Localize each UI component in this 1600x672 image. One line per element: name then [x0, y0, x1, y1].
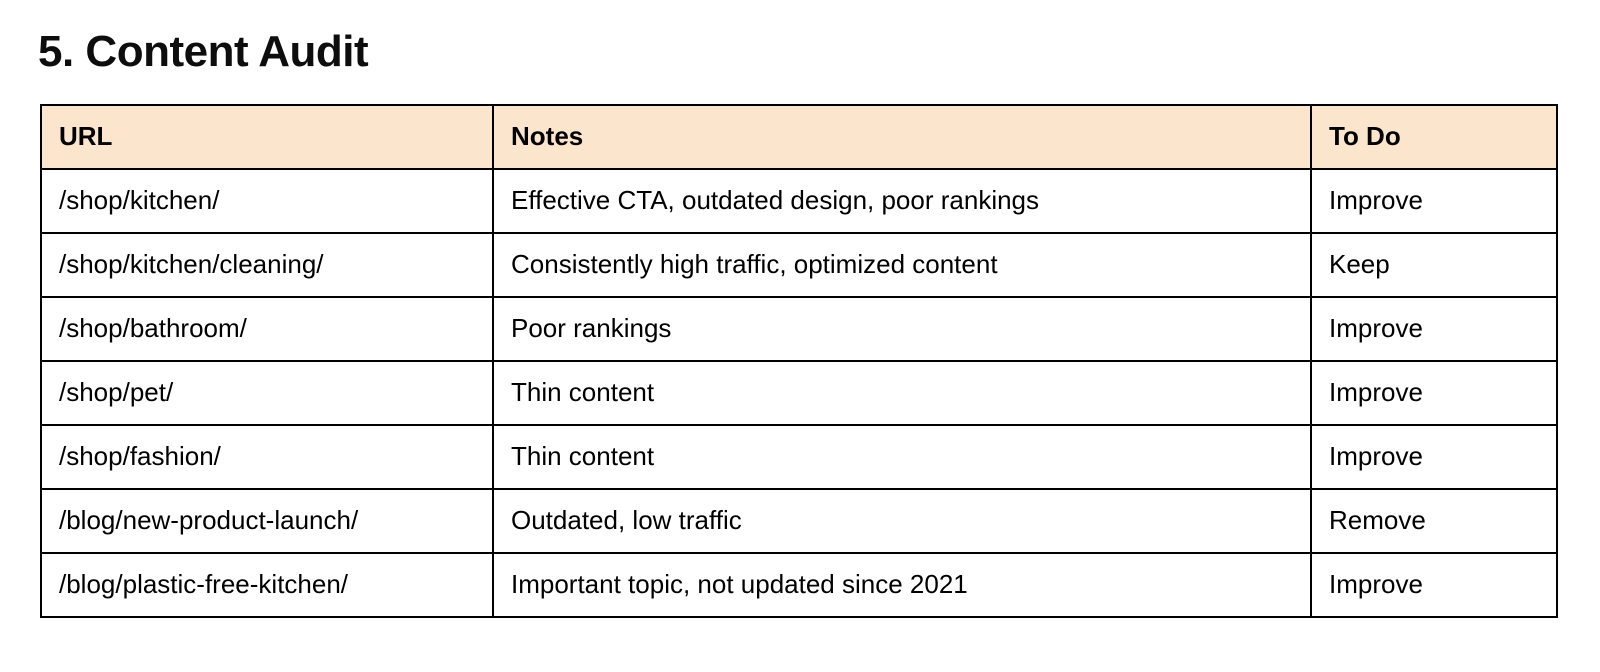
notes-cell: Outdated, low traffic: [492, 488, 1312, 554]
notes-cell: Thin content: [492, 360, 1312, 426]
url-cell: /shop/kitchen/: [40, 168, 494, 234]
url-cell: /shop/bathroom/: [40, 296, 494, 362]
todo-cell: Improve: [1310, 296, 1558, 362]
table-row: /shop/kitchen/ Effective CTA, outdated d…: [40, 168, 1558, 234]
table-header-row: URL Notes To Do: [40, 104, 1558, 170]
content-audit-table: URL Notes To Do /shop/kitchen/ Effective…: [40, 104, 1558, 618]
url-cell: /shop/fashion/: [40, 424, 494, 490]
url-cell: /blog/new-product-launch/: [40, 488, 494, 554]
url-cell: /shop/kitchen/cleaning/: [40, 232, 494, 298]
table-row: /shop/pet/ Thin content Improve: [40, 360, 1558, 426]
table-row: /shop/bathroom/ Poor rankings Improve: [40, 296, 1558, 362]
section-title: 5. Content Audit: [38, 27, 369, 76]
column-header-notes: Notes: [492, 104, 1312, 170]
notes-cell: Important topic, not updated since 2021: [492, 552, 1312, 618]
table-row: /blog/new-product-launch/ Outdated, low …: [40, 488, 1558, 554]
table-row: /shop/kitchen/cleaning/ Consistently hig…: [40, 232, 1558, 298]
table-row: /blog/plastic-free-kitchen/ Important to…: [40, 552, 1558, 618]
url-cell: /blog/plastic-free-kitchen/: [40, 552, 494, 618]
todo-cell: Improve: [1310, 424, 1558, 490]
notes-cell: Consistently high traffic, optimized con…: [492, 232, 1312, 298]
table-row: /shop/fashion/ Thin content Improve: [40, 424, 1558, 490]
todo-cell: Improve: [1310, 360, 1558, 426]
todo-cell: Keep: [1310, 232, 1558, 298]
todo-cell: Remove: [1310, 488, 1558, 554]
column-header-url: URL: [40, 104, 494, 170]
todo-cell: Improve: [1310, 552, 1558, 618]
notes-cell: Thin content: [492, 424, 1312, 490]
todo-cell: Improve: [1310, 168, 1558, 234]
notes-cell: Effective CTA, outdated design, poor ran…: [492, 168, 1312, 234]
url-cell: /shop/pet/: [40, 360, 494, 426]
column-header-todo: To Do: [1310, 104, 1558, 170]
notes-cell: Poor rankings: [492, 296, 1312, 362]
